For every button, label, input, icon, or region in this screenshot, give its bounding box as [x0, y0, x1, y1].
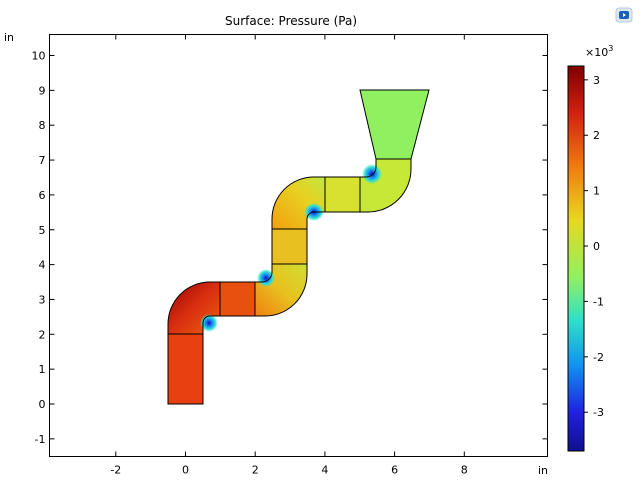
x-axis-unit: in: [538, 464, 548, 477]
y-tick-group: -1 0 1 2 3 4 5 6 7 8 9 10: [32, 50, 548, 446]
axes-frame: [49, 34, 548, 457]
cold-spot-4: [362, 164, 382, 184]
bend-1: [168, 282, 220, 334]
colorbar-tick-label: 1: [593, 185, 600, 198]
plot-title: Surface: Pressure (Pa): [225, 14, 357, 28]
y-tick-label: 6: [39, 189, 46, 202]
colorbar-tick-label: 2: [593, 129, 600, 142]
view-toggle-button[interactable]: [614, 6, 634, 24]
y-tick-label: 9: [39, 84, 46, 97]
y-tick-label: 8: [39, 119, 46, 132]
colorbar-tick-label: 0: [593, 240, 600, 253]
y-tick-label: 10: [32, 50, 46, 63]
bend-4: [360, 159, 411, 212]
y-tick-label: 7: [39, 154, 46, 167]
view-icon: [615, 7, 633, 23]
x-tick-label: 8: [461, 464, 468, 477]
y-axis-unit: in: [4, 31, 14, 44]
y-tick-label: 5: [39, 224, 46, 237]
colorbar-tick-label: -1: [593, 295, 604, 308]
straight-1: [220, 282, 255, 316]
y-tick-label: 0: [39, 398, 46, 411]
bend-2: [255, 264, 307, 316]
y-tick-label: 1: [39, 363, 46, 376]
x-tick-label: 4: [321, 464, 328, 477]
colorbar-tick-label: -2: [593, 351, 604, 364]
straight-3: [325, 177, 360, 212]
colorbar-tick-label: 3: [593, 74, 600, 87]
pipe-surface: [167, 89, 430, 405]
x-tick-label: 6: [391, 464, 398, 477]
y-tick-label: 2: [39, 328, 46, 341]
y-tick-label: 4: [39, 259, 46, 272]
straight-2: [272, 229, 307, 264]
x-tick-label: 0: [182, 464, 189, 477]
inlet-segment: [168, 334, 203, 404]
x-tick-label: 2: [252, 464, 259, 477]
colorbar-tick-group: 3 2 1 0 -1 -2 -3: [584, 74, 604, 419]
x-tick-group: -2 0 2 4 6 8: [110, 34, 468, 477]
y-tick-label: -1: [35, 433, 46, 446]
y-tick-label: 3: [39, 293, 46, 306]
outlet-diffuser: [360, 90, 429, 159]
bend-3: [272, 177, 325, 229]
colorbar: ×103 3 2 1 0 -1 -2 -3: [567, 44, 613, 452]
mesh-outline: [167, 89, 430, 405]
x-tick-label: -2: [110, 464, 121, 477]
colorbar-multiplier: ×103: [585, 44, 613, 59]
colorbar-gradient: [567, 65, 585, 452]
colorbar-tick-label: -3: [593, 406, 604, 419]
